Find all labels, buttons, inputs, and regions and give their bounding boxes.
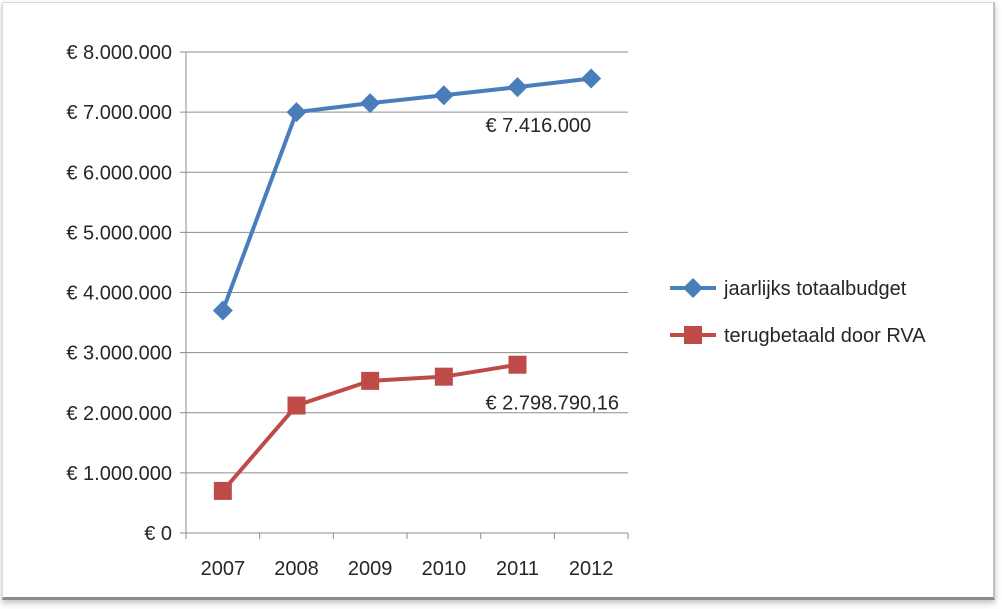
legend-label: jaarlijks totaalbudget: [723, 278, 907, 300]
series-1: [212, 68, 602, 321]
data-label: € 2.798.790,16: [486, 393, 619, 415]
legend-item: terugbetaald door RVA: [670, 325, 926, 347]
data-label: € 7.416.000: [486, 115, 592, 137]
y-axis-ticks: € 0 € 1.000.000 € 2.000.000 € 3.000.000 € 4.…: [66, 42, 172, 545]
data-point: [507, 77, 528, 98]
series: [212, 68, 602, 500]
data-point: [213, 481, 232, 500]
legend-label: terugbetaald door RVA: [724, 325, 926, 347]
data-point: [581, 68, 602, 89]
x-tick-label: 2007: [201, 558, 246, 580]
y-tick-label: € 5.000.000: [66, 222, 172, 244]
legend-marker: [683, 278, 703, 298]
y-tick-label: € 3.000.000: [66, 343, 172, 365]
data-point: [212, 300, 233, 321]
data-point: [508, 355, 527, 374]
data-point: [361, 371, 380, 390]
x-tick-label: 2012: [569, 558, 614, 580]
y-tick-label: € 4.000.000: [66, 283, 172, 305]
series-2: [213, 355, 527, 500]
x-tick-label: 2009: [348, 558, 393, 580]
x-tick-label: 2008: [274, 558, 319, 580]
y-tick-label: € 1.000.000: [66, 463, 172, 485]
x-axis-ticks: 2007 2008 2009 2010 2011 2012: [201, 558, 614, 580]
legend: jaarlijks totaalbudget terugbetaald door …: [670, 278, 926, 347]
x-tick-label: 2011: [496, 558, 539, 580]
y-tick-label: € 2.000.000: [66, 403, 172, 425]
x-tick-label: 2010: [422, 558, 467, 580]
y-tick-label: € 6.000.000: [66, 162, 172, 184]
data-point: [287, 396, 306, 415]
series-line: [220, 76, 592, 312]
gridlines: [186, 51, 628, 474]
y-tick-label: € 0: [144, 523, 172, 545]
data-point: [360, 93, 381, 114]
legend-item: jaarlijks totaalbudget: [670, 278, 907, 300]
data-point: [286, 102, 307, 123]
y-tick-label: € 8.000.000: [66, 42, 172, 64]
data-point: [434, 367, 453, 386]
chart-frame: [2, 2, 995, 600]
y-tick-label: € 7.000.000: [66, 102, 172, 124]
axes: [180, 51, 629, 539]
legend-marker: [684, 326, 702, 344]
data-point: [433, 85, 454, 106]
data-labels: € 7.416.000 € 2.798.790,16: [486, 115, 619, 415]
